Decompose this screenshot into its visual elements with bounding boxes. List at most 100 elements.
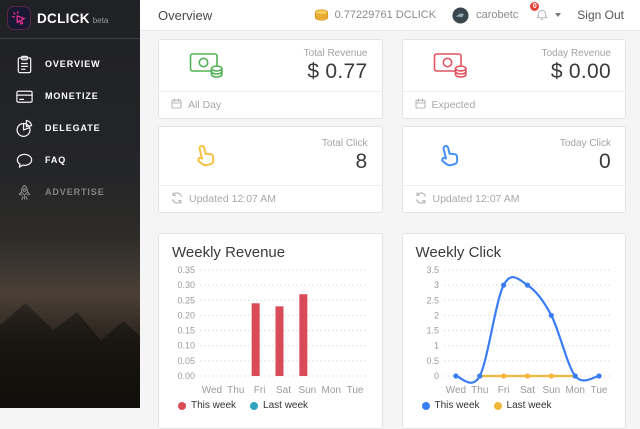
money-icon: [433, 52, 469, 79]
tap-icon: [433, 141, 463, 172]
sign-out-button[interactable]: Sign Out: [577, 8, 624, 22]
legend-item-last-week[interactable]: Last week: [493, 400, 552, 411]
sidebar-divider: [0, 38, 140, 39]
wallet-balance[interactable]: 0.77229761 DCLICK: [334, 9, 437, 21]
logo-beta-tag: beta: [92, 16, 109, 25]
stat-row-revenue: Total Revenue $ 0.77 All Day: [158, 39, 626, 119]
weekly-click-card: Weekly Click 0 0.5 1 1.5 2 2.5 3 3.5 Wed Thu Fri Sa…: [401, 233, 626, 429]
speech-bubble-icon: [15, 151, 34, 170]
legend-item-this-week[interactable]: This week: [178, 400, 236, 411]
sidebar-item-label: MONETIZE: [45, 91, 99, 101]
cursor-click-icon: [8, 7, 30, 29]
legend-label: Last week: [263, 400, 309, 411]
content: Total Revenue $ 0.77 All Day: [140, 31, 640, 429]
svg-text:2: 2: [433, 310, 438, 320]
stat-value: $ 0.77: [307, 59, 368, 83]
chart-title: Weekly Click: [415, 244, 502, 261]
legend-dot: [421, 401, 430, 410]
stat-value: 8: [355, 150, 368, 173]
svg-text:Sat: Sat: [276, 385, 291, 396]
sidebar-item-delegate[interactable]: DELEGATE: [0, 112, 140, 144]
calendar-icon: [414, 98, 426, 112]
pie-chart-icon: [15, 119, 34, 138]
sidebar-item-label: DELEGATE: [45, 123, 101, 133]
sidebar-item-monetize[interactable]: MONETIZE: [0, 80, 140, 112]
svg-text:Sun: Sun: [542, 385, 560, 396]
svg-text:0.05: 0.05: [177, 356, 195, 366]
svg-text:0: 0: [433, 371, 438, 381]
stat-footer-label: Updated 12:07 AM: [189, 193, 276, 205]
sidebar-item-faq[interactable]: FAQ: [0, 144, 140, 176]
svg-text:Wed: Wed: [202, 385, 222, 396]
notification-badge: 0: [529, 0, 541, 12]
app-root: DCLICK beta OVERVIEW M: [0, 0, 640, 408]
top-header: Overview 0.77229761 DCLICK carob: [140, 0, 640, 31]
sidebar-item-label: FAQ: [45, 155, 67, 165]
bell-icon: [534, 6, 550, 25]
chart-title: Weekly Revenue: [172, 244, 286, 261]
stat-row-clicks: Total Click 8 Updated 12:07 AM: [158, 126, 626, 213]
svg-text:Fri: Fri: [497, 385, 509, 396]
svg-text:2.5: 2.5: [426, 295, 439, 305]
svg-text:0.20: 0.20: [177, 310, 195, 320]
svg-text:3.5: 3.5: [426, 265, 439, 275]
sidebar-item-overview[interactable]: OVERVIEW: [0, 48, 140, 80]
svg-text:3: 3: [433, 280, 438, 290]
stat-label: Total Click: [321, 138, 368, 149]
legend-item-this-week[interactable]: This week: [421, 400, 480, 411]
svg-text:Thu: Thu: [471, 385, 488, 396]
svg-text:0.5: 0.5: [426, 356, 439, 366]
svg-text:0.15: 0.15: [177, 326, 195, 336]
svg-text:1: 1: [433, 341, 438, 351]
chart-legend: This week Last week: [170, 400, 371, 411]
main-area: Overview 0.77229761 DCLICK carob: [140, 0, 640, 429]
svg-text:Sun: Sun: [298, 385, 316, 396]
rocket-icon: [15, 183, 34, 202]
dclick-logo[interactable]: DCLICK beta: [0, 0, 140, 34]
avatar[interactable]: [452, 6, 469, 24]
chart-legend: This week Last week: [414, 400, 615, 411]
sidebar-item-advertise[interactable]: ADVERTISE: [0, 176, 140, 208]
svg-text:0.35: 0.35: [177, 265, 195, 275]
sidebar-item-label: OVERVIEW: [45, 59, 101, 69]
stat-label: Today Revenue: [541, 47, 612, 59]
svg-text:Mon: Mon: [565, 385, 584, 396]
stat-label: Total Revenue: [303, 47, 368, 59]
svg-text:0.00: 0.00: [177, 371, 195, 381]
stat-value: 0: [599, 150, 611, 173]
weekly-click-chart: 0 0.5 1 1.5 2 2.5 3 3.5 Wed Thu Fri Sat Sun Mon Tue: [426, 265, 611, 396]
stat-value: $ 0.00: [550, 59, 611, 83]
sidebar-item-label: ADVERTISE: [45, 187, 105, 197]
chevron-down-icon[interactable]: [555, 13, 562, 17]
refresh-icon: [171, 191, 183, 207]
svg-text:0.10: 0.10: [177, 341, 195, 351]
svg-text:Sat: Sat: [519, 385, 534, 396]
legend-item-last-week[interactable]: Last week: [250, 400, 308, 411]
stat-label: Today Click: [559, 138, 611, 149]
money-icon: [189, 52, 225, 79]
legend-dot: [178, 401, 186, 410]
chart-row: Weekly Revenue 0.00 0.05 0.10 0.15 0.20 0.25 0…: [158, 233, 626, 429]
notifications-button[interactable]: 0: [529, 0, 550, 25]
legend-dot: [493, 401, 502, 410]
stat-card-today-revenue: Today Revenue $ 0.00 Expected: [401, 39, 626, 119]
svg-text:0.25: 0.25: [177, 295, 195, 305]
svg-text:Fri: Fri: [254, 385, 266, 396]
sidebar-nav: OVERVIEW MONETIZE DELEGATE: [0, 39, 140, 208]
header-right-cluster: 0.77229761 DCLICK carobetc 0: [314, 0, 624, 25]
svg-text:1.5: 1.5: [426, 326, 439, 336]
svg-text:Thu: Thu: [227, 385, 244, 396]
legend-label: This week: [191, 400, 237, 411]
legend-dot: [250, 401, 259, 410]
svg-text:0.30: 0.30: [177, 280, 195, 290]
stat-card-total-click: Total Click 8 Updated 12:07 AM: [158, 126, 383, 213]
svg-text:Mon: Mon: [321, 385, 340, 396]
username[interactable]: carobetc: [476, 9, 519, 21]
refresh-icon: [415, 191, 427, 207]
coin-icon: [314, 8, 329, 22]
stat-footer-label: Expected: [431, 99, 476, 111]
logo-title: DCLICK: [37, 10, 90, 26]
weekly-revenue-card: Weekly Revenue 0.00 0.05 0.10 0.15 0.20 0.25 0…: [158, 233, 383, 429]
stat-footer-label: All Day: [188, 99, 222, 111]
svg-text:Wed: Wed: [445, 385, 465, 396]
